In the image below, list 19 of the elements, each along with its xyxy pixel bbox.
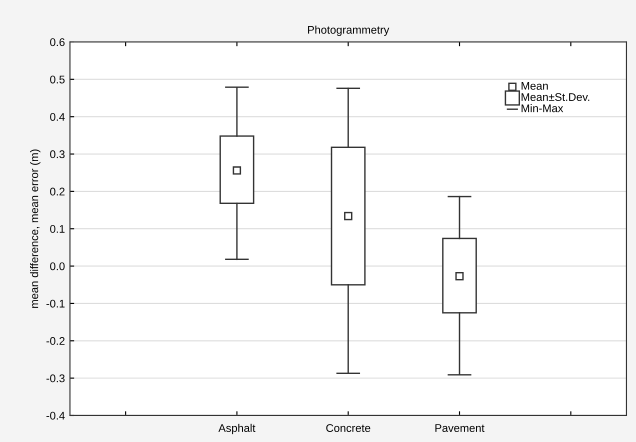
annotation: Mean±St.Dev. [522,93,590,101]
y-tick-label: -0.3 [46,374,65,382]
y-tick-label: 0.4 [50,112,65,121]
chart-title: Photogrammetry [308,26,390,36]
y-tick-label: -0.2 [46,337,65,345]
x-tick-label: Asphalt [218,424,256,434]
y-tick-label: 0.1 [50,225,65,233]
annotation: Min-Max [522,104,564,112]
x-tick-label: Concrete [326,424,370,432]
y-tick-label: -0.1 [46,300,65,308]
annotation: Mean [522,82,548,90]
y-axis-title: mean difference, mean error (m) [30,150,40,308]
y-tick-label: 0.5 [50,76,65,84]
y-tick-label: -0.4 [46,412,65,420]
y-tick-label: 0.0 [50,262,65,270]
x-tick-label: Pavement [435,424,484,432]
y-tick-label: 0.2 [50,188,65,196]
y-tick-label: 0.6 [50,38,65,46]
y-tick-label: 0.3 [50,150,65,158]
